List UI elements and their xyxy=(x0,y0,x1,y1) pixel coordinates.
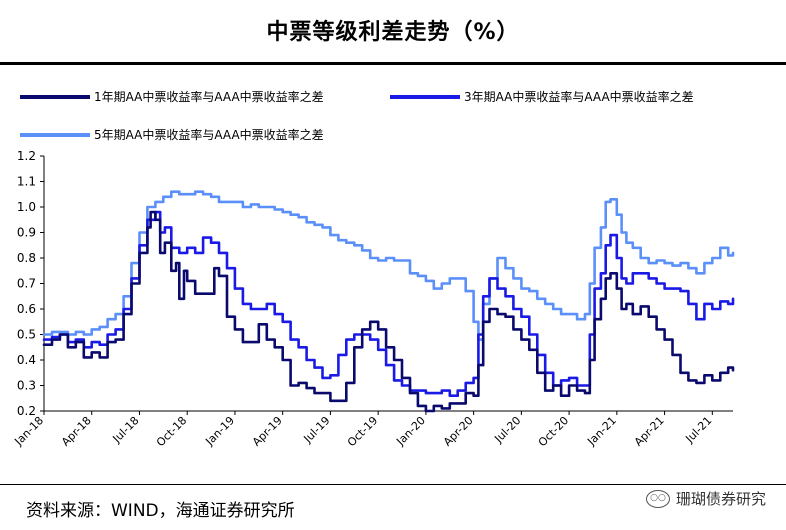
x-tick-label: Jul-19 xyxy=(301,414,333,446)
series-line-1y xyxy=(42,210,735,413)
title-divider xyxy=(0,62,786,65)
legend-label-1y: 1年期AA中票收益率与AAA中票收益率之差 xyxy=(94,90,324,104)
watermark: ○○ 珊瑚债券研究 xyxy=(645,488,766,509)
wechat-icon: ○○ xyxy=(645,489,670,508)
x-tick-label: Jul-18 xyxy=(110,414,142,446)
x-tick-label: Apr-18 xyxy=(59,414,94,449)
y-tick-label: 1.1 xyxy=(17,175,36,189)
y-tick-label: 1.2 xyxy=(17,149,36,163)
y-tick-label: 0.7 xyxy=(17,277,36,291)
y-tick-label: 1.0 xyxy=(17,200,36,214)
x-tick-label: Apr-21 xyxy=(632,414,667,449)
x-tick-label: Jul-20 xyxy=(491,414,523,446)
x-tick-label: Jan-19 xyxy=(202,414,237,449)
x-tick-label: Oct-20 xyxy=(536,414,571,449)
y-tick-label: 0.3 xyxy=(17,379,36,393)
legend-swatch-5y xyxy=(20,132,90,137)
x-tick-label: Jan-18 xyxy=(12,414,47,449)
x-tick-label: Jan-20 xyxy=(393,414,428,449)
source-note: 资料来源：WIND，海通证券研究所 xyxy=(26,501,295,521)
legend-label-5y: 5年期AA中票收益率与AAA中票收益率之差 xyxy=(94,128,324,142)
y-tick-label: 0.5 xyxy=(17,328,36,342)
y-tick-label: 0.4 xyxy=(17,353,36,367)
legend-swatch-1y xyxy=(20,94,90,99)
x-tick-label: Apr-19 xyxy=(250,414,285,449)
legend-label-3y: 3年期AA中票收益率与AAA中票收益率之差 xyxy=(464,90,694,104)
y-tick-label: 0.8 xyxy=(17,251,36,265)
x-tick-label: Jan-21 xyxy=(584,414,619,449)
x-tick-label: Oct-19 xyxy=(345,414,380,449)
x-tick-label: Apr-20 xyxy=(441,414,476,449)
y-tick-label: 0.2 xyxy=(17,404,36,418)
series-line-5y xyxy=(42,190,735,341)
chart-title: 中票等级利差走势（%） xyxy=(266,20,520,45)
y-tick-label: 0.6 xyxy=(17,302,36,316)
x-tick-label: Oct-18 xyxy=(154,414,189,449)
y-tick-label: 0.9 xyxy=(17,226,36,240)
watermark-text: 珊瑚债券研究 xyxy=(675,490,766,508)
legend-item-5y: 5年期AA中票收益率与AAA中票收益率之差 xyxy=(20,126,324,143)
footer-divider xyxy=(0,484,786,485)
x-tick-label: Jul-21 xyxy=(682,414,714,446)
legend-item-1y: 1年期AA中票收益率与AAA中票收益率之差 xyxy=(20,88,324,105)
legend-swatch-3y xyxy=(390,94,460,99)
legend-item-3y: 3年期AA中票收益率与AAA中票收益率之差 xyxy=(390,88,694,105)
